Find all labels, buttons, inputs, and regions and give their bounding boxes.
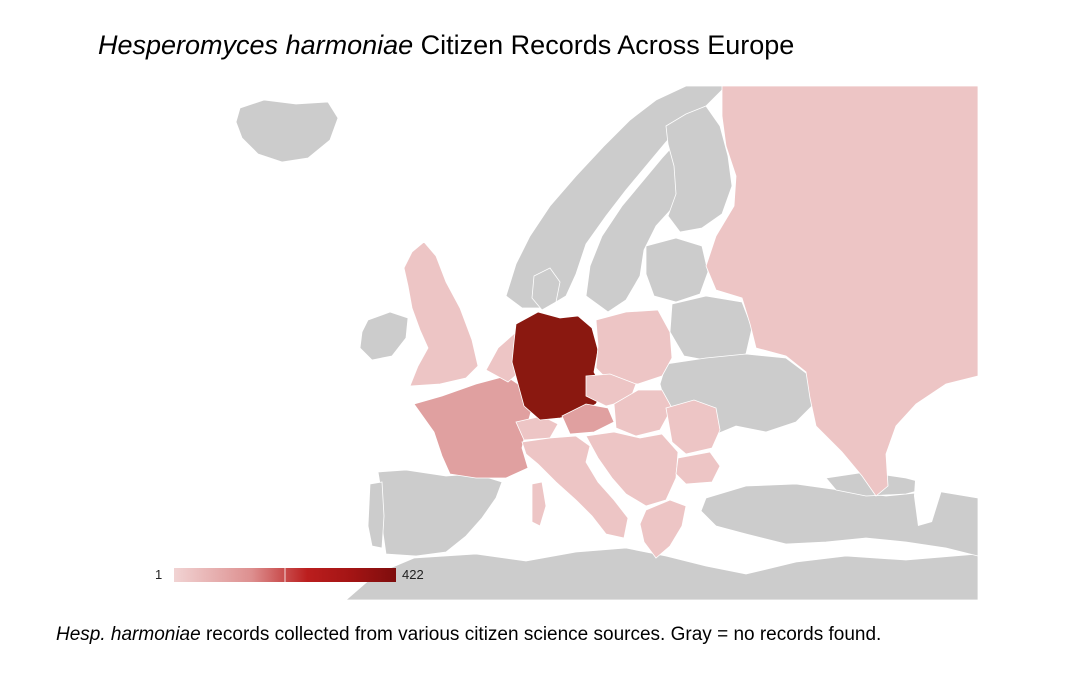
region-greece[interactable]	[639, 499, 687, 559]
region-poland[interactable]	[595, 309, 673, 385]
region-hungary[interactable]	[613, 389, 673, 437]
color-legend: 1 422	[150, 566, 440, 586]
title-species: Hesperomyces harmoniae	[98, 30, 414, 60]
europe-map[interactable]	[146, 86, 978, 600]
region-iceland[interactable]	[235, 99, 339, 163]
region-sardinia[interactable]	[531, 481, 547, 527]
region-belarus[interactable]	[669, 295, 753, 363]
region-ireland[interactable]	[359, 311, 409, 361]
region-italy[interactable]	[521, 435, 629, 539]
region-romania[interactable]	[665, 399, 721, 455]
region-austria[interactable]	[561, 403, 615, 435]
title-text: Citizen Records Across Europe	[420, 30, 795, 60]
region-spain[interactable]	[377, 469, 503, 557]
legend-max-label: 422	[402, 567, 424, 582]
region-germany[interactable]	[511, 311, 605, 421]
caption-species: Hesp. harmoniae	[56, 624, 201, 645]
region-russia[interactable]	[705, 86, 978, 497]
region-balkans[interactable]	[585, 431, 679, 507]
caspian-sea	[914, 430, 946, 526]
map-title: Hesperomyces harmoniae Citizen Records A…	[98, 30, 794, 61]
region-finland[interactable]	[665, 105, 733, 233]
region-portugal[interactable]	[367, 481, 385, 549]
black-sea	[720, 432, 826, 484]
legend-min-label: 1	[155, 567, 163, 582]
region-baltic[interactable]	[645, 237, 709, 303]
region-bulgaria[interactable]	[675, 451, 721, 485]
legend-gradient-bar	[174, 568, 396, 582]
region-united-kingdom[interactable]	[403, 241, 479, 387]
map-svg	[235, 86, 978, 600]
region-north-africa[interactable]	[345, 547, 978, 600]
region-denmark[interactable]	[531, 267, 561, 311]
caption-text: records collected from various citizen s…	[205, 624, 882, 645]
region-turkey[interactable]	[700, 483, 978, 557]
figure-caption: Hesp. harmoniae records collected from v…	[56, 624, 881, 646]
region-france[interactable]	[413, 375, 533, 479]
